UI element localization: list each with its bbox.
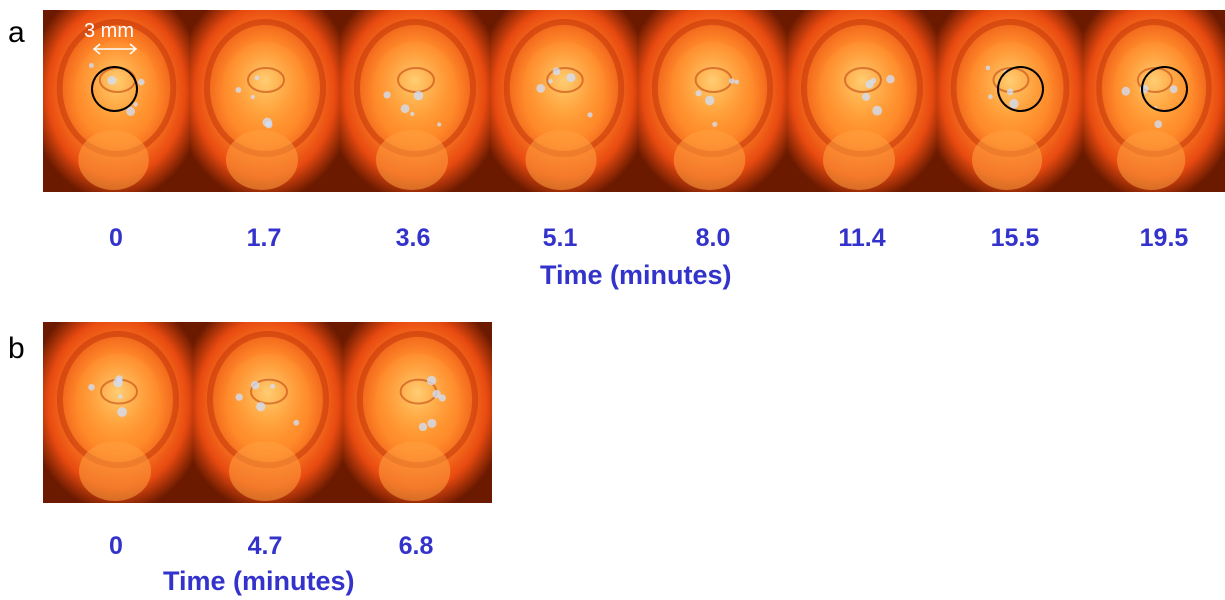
panel-a-frame-6 — [787, 10, 937, 192]
panel-a-time-2: 1.7 — [246, 224, 282, 252]
panel-a-frame-3 — [340, 10, 490, 192]
region-circle-frame-1 — [91, 66, 138, 112]
panel-a-axis-title: Time (minutes) — [540, 260, 732, 290]
panel-a-time-8: 19.5 — [1139, 224, 1189, 252]
region-circle-frame-7 — [997, 66, 1044, 112]
panel-b-frame-2 — [193, 322, 343, 503]
panel-b-time-2: 4.7 — [247, 532, 283, 560]
panel-b-frame-3 — [343, 322, 492, 503]
panel-a-frame-4 — [490, 10, 638, 192]
panel-a-time-7: 15.5 — [990, 224, 1040, 252]
panel-b-frame-1 — [43, 322, 193, 503]
panel-a-time-1: 0 — [109, 224, 123, 252]
panel-b-time-3: 6.8 — [398, 532, 434, 560]
panel-b-letter: b — [8, 332, 25, 365]
region-circle-frame-8 — [1141, 66, 1188, 112]
panel-a-frame-2 — [190, 10, 340, 192]
panel-a-time-6: 11.4 — [838, 224, 886, 252]
panel-a-frame-5 — [638, 10, 787, 192]
panel-a-time-4: 5.1 — [542, 224, 578, 252]
panel-a-time-3: 3.6 — [395, 224, 431, 252]
panel-b-image-strip — [43, 322, 492, 503]
panel-b-axis-title: Time (minutes) — [163, 566, 355, 596]
scale-bar-arrow — [92, 43, 138, 55]
scale-bar-label: 3 mm — [84, 20, 134, 42]
panel-a-time-5: 8.0 — [695, 224, 731, 252]
panel-b-time-1: 0 — [109, 532, 123, 560]
panel-a-image-strip — [43, 10, 1225, 192]
panel-a-letter: a — [8, 16, 25, 49]
